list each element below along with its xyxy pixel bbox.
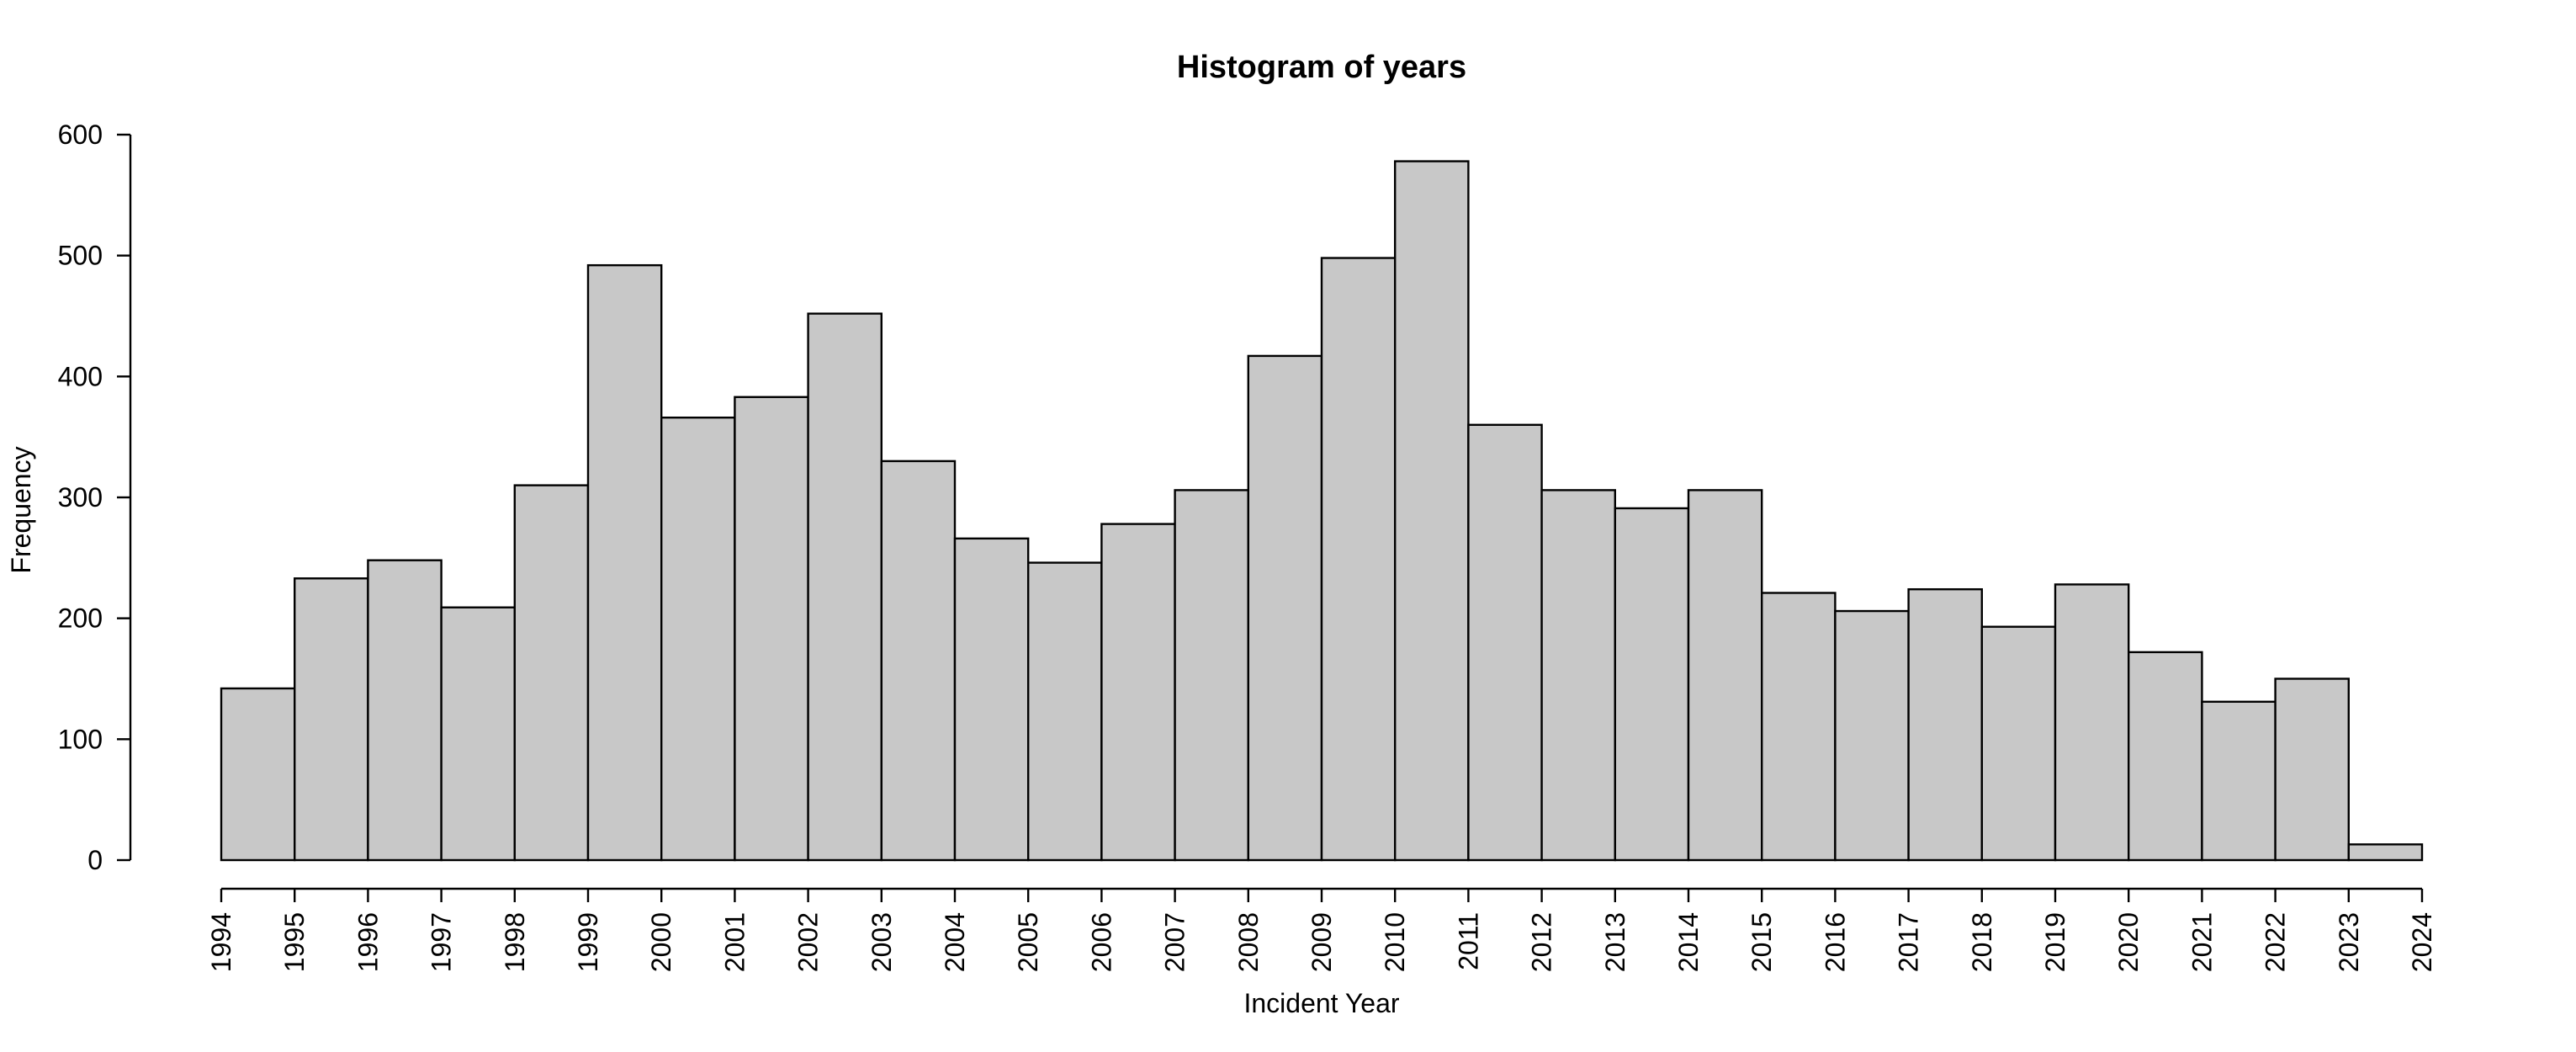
x-tick-label: 2010 xyxy=(1380,912,1410,972)
x-tick-label: 2018 xyxy=(1967,912,1997,972)
x-tick-label: 1999 xyxy=(573,912,603,972)
x-tick-label: 2022 xyxy=(2261,912,2291,972)
histogram-bar xyxy=(734,396,809,862)
histogram-bar xyxy=(2054,583,2130,862)
x-tick-label: 2021 xyxy=(2186,912,2217,972)
histogram-bar xyxy=(1320,257,1397,862)
histogram-bar xyxy=(220,687,296,862)
y-tick-label: 500 xyxy=(58,241,103,271)
histogram-bar xyxy=(1026,561,1103,862)
x-tick-label: 2000 xyxy=(646,912,676,972)
histogram-bar xyxy=(1100,523,1176,862)
histogram-bar xyxy=(440,606,516,862)
histogram-bar xyxy=(294,577,369,862)
x-tick-label: 2020 xyxy=(2113,912,2144,972)
histogram-bar xyxy=(807,312,883,862)
x-tick-label: 2014 xyxy=(1673,912,1704,972)
x-tick-label: 2008 xyxy=(1233,912,1264,972)
x-axis: 1994 1995 1996 1997 1998 1999 2000 2001 2002 2003… xyxy=(206,887,2437,972)
x-tick-label: 2012 xyxy=(1527,912,1557,972)
x-tick-label: 2004 xyxy=(940,912,970,972)
y-tick-label: 200 xyxy=(58,603,103,634)
y-tick-label: 0 xyxy=(87,845,103,875)
x-tick-label: 2002 xyxy=(793,912,824,972)
histogram-bar xyxy=(586,263,663,862)
bars-group xyxy=(220,160,2424,862)
histogram-bar xyxy=(1614,507,1690,862)
x-tick-label: 2009 xyxy=(1307,912,1337,972)
x-tick-label: 2024 xyxy=(2407,912,2437,972)
x-tick-label: 2003 xyxy=(867,912,897,972)
x-tick-label: 2006 xyxy=(1086,912,1116,972)
x-tick-label: 2005 xyxy=(1013,912,1043,972)
x-axis-title: Incident Year xyxy=(1243,988,1399,1018)
y-axis-title: Frequency xyxy=(6,446,36,573)
x-tick-label: 1997 xyxy=(427,912,457,972)
y-tick-label: 400 xyxy=(58,361,103,391)
histogram-bar xyxy=(1834,609,1910,862)
x-tick-label: 2007 xyxy=(1160,912,1190,972)
x-tick-label: 2023 xyxy=(2334,912,2364,972)
x-tick-label: 2013 xyxy=(1600,912,1630,972)
histogram-bar xyxy=(2201,700,2277,862)
histogram-bar xyxy=(1467,423,1543,862)
histogram-bar xyxy=(660,416,736,862)
x-tick-label: 2011 xyxy=(1453,912,1483,970)
histogram-bar xyxy=(1980,625,2057,862)
histogram-bar xyxy=(2127,651,2203,862)
histogram-bar xyxy=(1393,160,1470,862)
y-axis: 0 100 200 300 400 500 600 xyxy=(58,120,132,875)
histogram-bar xyxy=(1540,489,1616,862)
histogram-bar xyxy=(367,559,443,862)
x-tick-label: 2017 xyxy=(1894,912,1924,972)
histogram-bar xyxy=(513,484,590,862)
histogram-bar xyxy=(1247,354,1323,862)
x-tick-label: 1998 xyxy=(500,912,530,972)
y-tick-label: 600 xyxy=(58,120,103,150)
y-tick-label: 100 xyxy=(58,724,103,754)
chart-title: Histogram of years xyxy=(1177,50,1466,85)
histogram-bar xyxy=(1760,592,1837,862)
histogram-bar xyxy=(2274,677,2351,862)
x-tick-label: 2015 xyxy=(1746,912,1777,972)
histogram-bar xyxy=(953,537,1030,862)
histogram-bar xyxy=(1687,489,1763,862)
histogram-bar xyxy=(1174,489,1249,862)
x-tick-label: 2016 xyxy=(1820,912,1850,972)
y-tick-label: 300 xyxy=(58,482,103,513)
histogram-bar xyxy=(1907,587,1984,862)
x-tick-label: 1995 xyxy=(279,912,310,972)
x-tick-label: 1996 xyxy=(352,912,383,972)
x-tick-label: 2019 xyxy=(2040,912,2070,972)
x-tick-label: 1994 xyxy=(206,912,236,972)
histogram-bar xyxy=(2347,843,2424,862)
histogram-bar xyxy=(880,460,957,862)
x-tick-label: 2001 xyxy=(719,912,750,972)
